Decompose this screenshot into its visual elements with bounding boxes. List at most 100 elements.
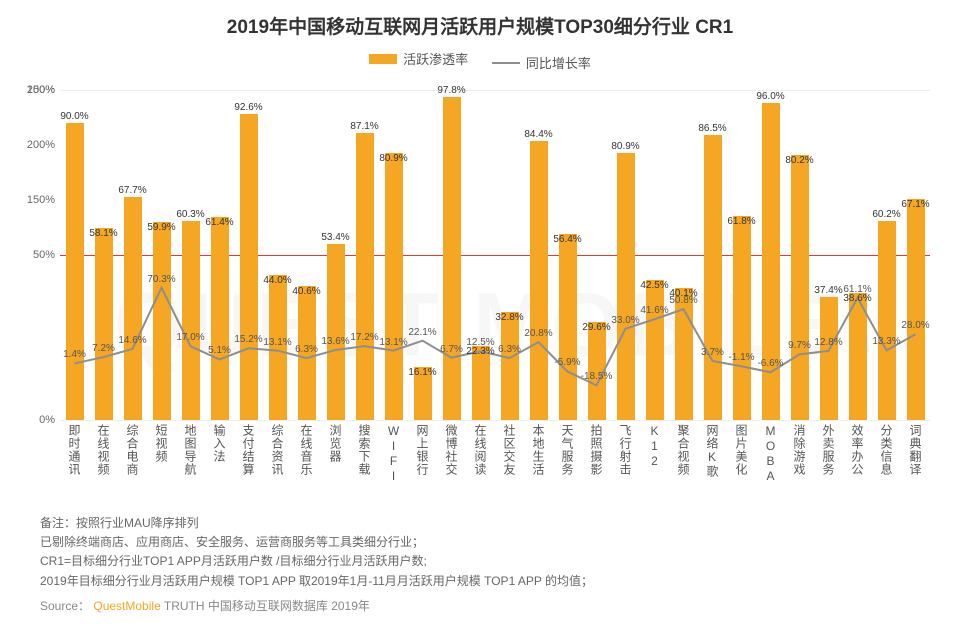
- bar-value-label: 58.1%: [89, 228, 117, 239]
- line-value-label: -18.5%: [581, 371, 613, 382]
- x-axis-label: 地图导航: [182, 424, 199, 476]
- bar-value-label: 59.9%: [147, 222, 175, 233]
- bar-value-label: 32.8%: [495, 312, 523, 323]
- line-value-label: 6.7%: [440, 344, 463, 355]
- line-value-label: 3.7%: [701, 347, 724, 358]
- x-axis-label: 图片美化: [733, 424, 750, 476]
- line-value-label: 5.1%: [208, 345, 231, 356]
- x-axis-label: 短视频: [153, 424, 170, 463]
- line-value-label: 13.1%: [379, 337, 407, 348]
- bar-value-label: 56.4%: [553, 234, 581, 245]
- x-axis-label: 聚合视频: [675, 424, 692, 476]
- bar-value-label: 97.8%: [437, 85, 465, 96]
- x-axis-label: 天气服务: [559, 424, 576, 476]
- x-axis-label: 外卖服务: [820, 424, 837, 476]
- bar-value-label: 90.0%: [60, 111, 88, 122]
- x-axis-label: 词典翻译: [907, 424, 924, 476]
- line-series: [60, 90, 930, 420]
- line-value-label: 50.8%: [669, 295, 697, 306]
- x-axis-label: 效率办公: [849, 424, 866, 476]
- source-brand: QuestMobile: [93, 599, 160, 613]
- chart-area: 0%50%100%150%200%250% 90.0%58.1%67.7%59.…: [60, 90, 930, 420]
- footer-line-0: 备注：按照行业MAU降序排列: [40, 514, 920, 533]
- x-axis-label: 本地生活: [530, 424, 547, 476]
- legend-line-swatch: [492, 62, 520, 64]
- line-value-label: 28.0%: [901, 320, 929, 331]
- footer-notes: 备注：按照行业MAU降序排列 已剔除终端商店、应用商店、安全服务、运营商服务等工…: [40, 514, 920, 616]
- bar-value-label: 87.1%: [350, 121, 378, 132]
- line-value-label: 13.6%: [321, 336, 349, 347]
- line-value-label: 7.2%: [92, 343, 115, 354]
- bar-value-label: 60.3%: [176, 209, 204, 220]
- x-axis-label: 综合电商: [124, 424, 141, 476]
- footer-line-3: 2019年目标细分行业月活跃用户规模 TOP1 APP 取2019年1月-11月…: [40, 572, 920, 591]
- line-value-label: 70.3%: [147, 274, 175, 285]
- bar-value-label: 80.2%: [785, 155, 813, 166]
- x-axis-label: 在线音乐: [298, 424, 315, 476]
- line-value-label: 12.8%: [814, 337, 842, 348]
- x-axis-label: MOBA: [764, 424, 778, 484]
- line-value-label: 14.6%: [118, 335, 146, 346]
- bar-value-label: 16.1%: [408, 367, 436, 378]
- bar-value-label: 53.4%: [321, 232, 349, 243]
- bar-value-label: 80.9%: [611, 141, 639, 152]
- source-suffix: TRUTH 中国移动互联网数据库 2019年: [164, 599, 370, 613]
- line-value-label: 6.3%: [498, 344, 521, 355]
- chart-title: 2019年中国移动互联网月活跃用户规模TOP30细分行业 CR1: [0, 0, 960, 39]
- bar-value-label: 67.7%: [118, 185, 146, 196]
- legend-bar: 活跃渗透率: [369, 49, 468, 68]
- x-axis-label: 综合资讯: [269, 424, 286, 476]
- line-value-label: 22.1%: [408, 327, 436, 338]
- bar-value-label: 84.4%: [524, 129, 552, 140]
- line-value-label: 12.5%: [466, 337, 494, 348]
- line-value-label: 20.8%: [524, 328, 552, 339]
- bar-value-label: 80.9%: [379, 153, 407, 164]
- line-value-label: 1.4%: [63, 349, 86, 360]
- legend-line: 同比增长率: [492, 53, 591, 72]
- y-axis-label: 50%: [15, 249, 55, 261]
- legend-bar-label: 活跃渗透率: [403, 49, 468, 68]
- line-value-label: -6.6%: [757, 358, 783, 369]
- footer-line-1: 已剔除终端商店、应用商店、安全服务、运营商服务等工具类细分行业；: [40, 533, 920, 552]
- line-value-label: -1.1%: [728, 352, 754, 363]
- x-axis-label: 网上银行: [414, 424, 431, 476]
- x-axis-label: 搜索下载: [356, 424, 373, 476]
- y-axis-label: 150%: [15, 194, 55, 206]
- bar-value-label: 42.5%: [640, 280, 668, 291]
- line-value-label: 15.2%: [234, 334, 262, 345]
- footer-source: Source： QuestMobile TRUTH 中国移动互联网数据库 201…: [40, 597, 920, 616]
- bar-value-label: 92.6%: [234, 102, 262, 113]
- legend: 活跃渗透率 同比增长率: [0, 49, 960, 72]
- legend-line-label: 同比增长率: [526, 53, 591, 72]
- bar-value-label: 44.0%: [263, 275, 291, 286]
- x-axis-label: 网络K歌: [704, 424, 721, 478]
- x-axis-label: 浏览器: [327, 424, 344, 463]
- x-axis-label: K12: [648, 424, 662, 469]
- line-value-label: 13.1%: [263, 337, 291, 348]
- y-axis-label: 200%: [15, 139, 55, 151]
- y-axis-label: 250%: [15, 84, 55, 96]
- bar-value-label: 40.6%: [292, 286, 320, 297]
- bar-value-label: 61.8%: [727, 216, 755, 227]
- x-axis-label: 支付结算: [240, 424, 257, 476]
- line-value-label: 9.7%: [788, 340, 811, 351]
- bar-value-label: 96.0%: [756, 91, 784, 102]
- x-axis-label: 消除游戏: [791, 424, 808, 476]
- y-axis-label: 0%: [15, 414, 55, 426]
- line-value-label: 13.3%: [872, 336, 900, 347]
- grid-line: [60, 420, 930, 421]
- bar-value-label: 60.2%: [872, 209, 900, 220]
- footer-line-2: CR1=目标细分行业TOP1 APP月活跃用户数 /目标细分行业月活跃用户数;: [40, 552, 920, 571]
- x-axis-label: 分类信息: [878, 424, 895, 476]
- x-axis-label: 输入法: [211, 424, 228, 463]
- bar-value-label: 86.5%: [698, 123, 726, 134]
- bar-value-label: 67.1%: [901, 199, 929, 210]
- line-value-label: -5.9%: [554, 357, 580, 368]
- line-value-label: 17.0%: [176, 332, 204, 343]
- x-axis-label: WIFI: [387, 424, 401, 484]
- x-axis-labels: 即时通讯在线视频综合电商短视频地图导航输入法支付结算综合资讯在线音乐浏览器搜索下…: [60, 424, 930, 514]
- x-axis-label: 拍照摄影: [588, 424, 605, 476]
- x-axis-label: 在线视频: [95, 424, 112, 476]
- bar-value-label: 29.6%: [582, 322, 610, 333]
- line-value-label: 6.3%: [295, 344, 318, 355]
